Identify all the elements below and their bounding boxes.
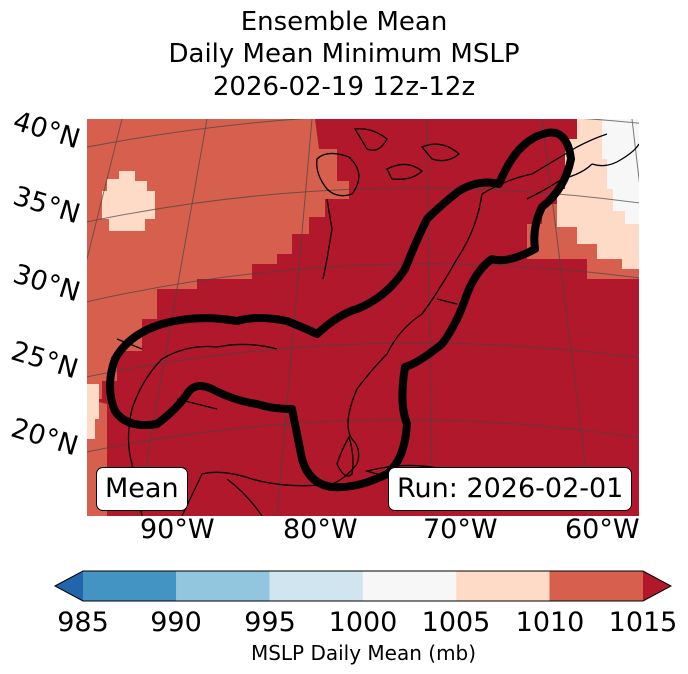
colorbar-tick-985: 985 (57, 607, 109, 638)
lat-label-30: 30°N (9, 258, 84, 309)
colorbar (53, 570, 673, 602)
graticule (87, 119, 639, 516)
title-line-3: 2026-02-19 12z-12z (212, 72, 476, 102)
map-canvas (87, 119, 639, 516)
colorbar-tick-1010: 1010 (515, 607, 585, 638)
field-1015-plus (87, 119, 639, 516)
lat-label-25: 25°N (7, 335, 82, 386)
colorbar-extend-high (643, 571, 671, 601)
run-label-box: Run: 2026-02-01 (388, 467, 633, 511)
colorbar-extend-low (55, 571, 83, 601)
field-1005-1010-west (87, 384, 99, 439)
colorbar-bin-1005-1010 (456, 571, 550, 601)
lat-label-35: 35°N (9, 180, 84, 231)
colorbar-tick-1015: 1015 (608, 607, 678, 638)
pressure-map (87, 119, 639, 516)
lon-label-80w: 80°W (283, 514, 358, 545)
lon-label-60w: 60°W (565, 514, 640, 545)
lat-label-40: 40°N (9, 105, 84, 156)
colorbar-tick-1005: 1005 (421, 607, 491, 638)
mean-contour (106, 128, 575, 492)
colorbar-bin-990-995 (176, 571, 270, 601)
colorbar-tick-990: 990 (150, 607, 202, 638)
field-1000-1005-east (602, 119, 639, 224)
title-line-1: Ensemble Mean (240, 7, 448, 37)
colorbar-outline (53, 570, 673, 602)
colorbar-tick-995: 995 (244, 607, 296, 638)
mean-label-box: Mean (96, 467, 188, 511)
title-line-2: Daily Mean Minimum MSLP (168, 39, 520, 69)
lon-label-90w: 90°W (140, 514, 215, 545)
colorbar-bin-1000-1005 (362, 571, 457, 601)
colorbar-bin-1010-1015 (549, 571, 643, 601)
lat-label-20: 20°N (7, 412, 82, 463)
colorbar-bin-995-1000 (269, 571, 363, 601)
colorbar-label: MSLP Daily Mean (mb) (250, 641, 477, 665)
colorbar-bin-985-990 (83, 571, 177, 601)
colorbar-tick-1000: 1000 (328, 607, 398, 638)
lon-label-70w: 70°W (423, 514, 498, 545)
